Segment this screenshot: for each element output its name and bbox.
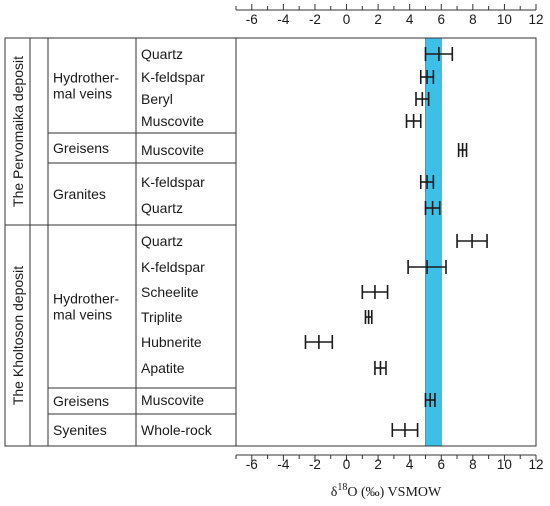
error-bar [419,70,435,84]
group-label-line: Hydrother- [53,291,119,307]
tick-label-bottom: -6 [246,457,258,472]
error-bar [405,114,422,128]
group-label-line: Granites [53,186,106,202]
group-label: Hydrother-mal veins [53,291,119,323]
x-axis-label-delta: δ [331,485,338,500]
tick-label-bottom: 0 [343,457,351,472]
error-bar [424,393,436,407]
mineral-label: Hubnerite [141,334,202,350]
group-label-line: Syenites [53,422,107,438]
tick-label-bottom: -2 [309,457,321,472]
tick-label-top: -6 [246,12,258,27]
group-label-line: Greisens [53,393,109,409]
plot-frame [235,37,537,447]
tick-label-top: 10 [497,12,512,27]
group-label-line: Greisens [53,140,109,156]
tick-label-bottom: 12 [528,457,543,472]
group-label: Granites [53,186,106,202]
mineral-label: Muscovite [141,392,204,408]
tick-label-top: 0 [343,12,351,27]
deposit-label: The Kholtoson deposit [10,266,26,405]
mineral-label: Quartz [141,200,183,216]
tick-label-top: 12 [528,12,543,27]
group-label: Greisens [53,140,109,156]
error-bar [391,423,419,437]
table-border [4,37,237,447]
mineral-label: Whole-rock [141,422,213,438]
tick-label-top: 6 [438,12,446,27]
mineral-label: K-feldspar [141,259,205,275]
mineral-label: Muscovite [141,142,204,158]
error-bar [364,310,373,324]
error-bar [456,234,488,248]
error-bar [304,335,334,349]
deposit-label: The Pervomaika deposit [10,56,26,207]
mineral-label: Beryl [141,91,173,107]
mineral-label: Scheelite [141,284,199,300]
tick-label-top: 2 [374,12,382,27]
group-label-line: mal veins [53,307,112,323]
error-bar [424,47,454,61]
tick-label-top: -4 [277,12,289,27]
error-bar [374,361,387,375]
error-bars [304,47,488,437]
mineral-label: Quartz [141,233,183,249]
x-axis-label-superscript: 18 [337,482,347,493]
tick-label-top: 4 [406,12,414,27]
error-bar [457,143,468,157]
row-labels: Quartz K-feldspar Beryl Muscovite Muscovite K… [10,46,213,438]
error-bar [419,175,435,189]
error-bar [361,285,389,299]
error-bar [407,260,447,274]
mineral-label: Triplite [141,309,183,325]
group-label: Greisens [53,393,109,409]
tick-label-bottom: 2 [374,457,382,472]
tick-label-top: 8 [469,12,477,27]
mineral-label: Apatite [141,360,185,376]
error-bar [424,201,441,215]
tick-label-bottom: -4 [277,457,289,472]
mineral-label: K-feldspar [141,174,205,190]
group-label-line: mal veins [53,86,112,102]
group-label: Hydrother-mal veins [53,70,119,102]
error-bar [415,92,430,106]
mineral-label: Quartz [141,46,183,62]
tick-label-top: -2 [309,12,321,27]
group-label: Syenites [53,422,107,438]
mineral-label: K-feldspar [141,69,205,85]
x-axis-label-rest: O (‰) VSMOW [347,485,442,500]
x-axis-label: δ18O (‰) VSMOW [331,482,442,500]
label-table [4,37,237,447]
axes: -6 -4 -2 0 2 4 6 8 10 12 -6 -4 -2 0 2 4 6 8 10 12 [235,4,544,472]
mineral-label: Muscovite [141,113,204,129]
tick-label-bottom: 8 [469,457,477,472]
group-label-line: Hydrother- [53,70,119,86]
tick-label-bottom: 10 [497,457,512,472]
tick-label-bottom: 4 [406,457,414,472]
tick-label-bottom: 6 [438,457,446,472]
